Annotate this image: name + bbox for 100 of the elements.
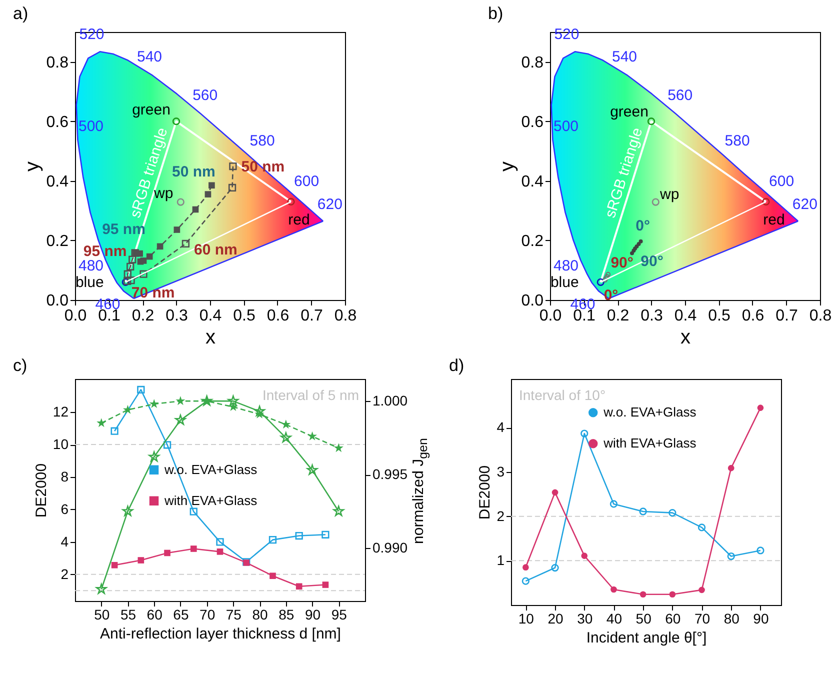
y-tick-label: 2: [60, 566, 69, 582]
x-tick-label: 0.7: [776, 308, 798, 324]
annotation: Interval of 10°: [519, 387, 606, 403]
y-tick-label: 0.2: [521, 232, 544, 250]
x-tick-label: 0.0: [539, 308, 562, 324]
y-tick-label: 3: [496, 464, 505, 480]
annotation: red: [288, 212, 310, 229]
y-tick-label: 8: [60, 468, 69, 485]
annotation: green: [610, 103, 648, 120]
y-tick-label: 10: [52, 436, 69, 452]
y-tick-label: 0.8: [46, 54, 69, 72]
x-tick-label: 60: [665, 610, 681, 626]
annotation: 540: [612, 48, 638, 66]
legend-label: with EVA+Glass: [164, 492, 258, 508]
x-tick-label: 75: [226, 606, 242, 622]
x-tick-label: 0.3: [640, 308, 663, 324]
x-tick-label: 50: [94, 606, 110, 622]
x-tick-label: 90: [304, 606, 321, 622]
annotation: 480: [553, 258, 579, 275]
annotation: 480: [78, 258, 104, 275]
x-axis-title: x: [206, 326, 216, 348]
annotation: 50 nm: [172, 163, 216, 180]
annotation: 600: [769, 172, 794, 190]
annotation: 580: [724, 132, 750, 150]
x-tick-label: 30: [577, 610, 593, 626]
y-tick-label: 0.2: [46, 232, 69, 250]
chart-title: d): [449, 356, 464, 375]
x-tick-label: 0.5: [708, 308, 730, 324]
y-axis-title: y: [496, 162, 518, 172]
y-tick-label: 0.8: [521, 54, 544, 72]
x-tick-label: 0.8: [334, 308, 357, 324]
annotation: red: [763, 212, 785, 229]
x-tick-label: 0.4: [199, 308, 222, 324]
annotation: 620: [317, 196, 342, 213]
x-tick-label: 0.2: [606, 308, 630, 324]
annotation: 500: [78, 118, 104, 136]
y-tick-label: 12: [52, 404, 69, 420]
annotation: 500: [553, 118, 579, 136]
x-axis-title: Incident angle θ[°]: [586, 630, 707, 646]
x-tick-label: 40: [606, 610, 622, 626]
y2-tick-label: 1.000: [372, 392, 408, 409]
annotation: 620: [792, 196, 818, 213]
x-tick-label: 0.4: [674, 308, 697, 324]
x-tick-label: 65: [173, 606, 189, 622]
x-tick-label: 70: [200, 606, 216, 622]
y-tick-label: 0.6: [521, 114, 544, 131]
y-tick-label: 0.0: [521, 292, 544, 310]
x-tick-label: 50: [636, 610, 652, 626]
y-tick-label: 0.4: [521, 173, 544, 190]
y2-tick-label: 0.990: [372, 540, 408, 556]
annotation: wp: [659, 186, 680, 204]
x-tick-label: 20: [548, 610, 564, 626]
x-tick-label: 0.2: [132, 308, 154, 324]
annotation: 60 nm: [194, 242, 238, 259]
annotation: Interval of 5 nm: [262, 387, 359, 403]
x-tick-label: 70: [694, 610, 710, 626]
x-axis-title: Anti-reflection layer thickness d [nm]: [100, 626, 341, 642]
x-tick-label: 90: [753, 610, 769, 626]
annotation: blue: [550, 274, 579, 292]
annotation: 0°: [604, 287, 618, 304]
chart-title: b): [488, 4, 504, 24]
x-tick-label: 0.8: [809, 308, 832, 324]
x-tick-label: 0.7: [300, 308, 323, 324]
legend-label: w.o. EVA+Glass: [602, 404, 697, 420]
y-tick-label: 0.0: [46, 292, 69, 310]
y2-tick-label: 0.995: [372, 466, 408, 482]
y-tick-label: 4: [496, 419, 505, 436]
annotation: 50 nm: [241, 158, 285, 176]
annotation: wp: [153, 185, 174, 202]
annotation: 560: [192, 87, 218, 104]
x-tick-label: 80: [252, 606, 268, 622]
chart-title: c): [13, 356, 28, 375]
x-axis-title: x: [680, 326, 690, 348]
y-tick-label: 4: [60, 533, 69, 550]
annotation: 560: [668, 87, 693, 104]
annotation: 90°: [640, 253, 664, 270]
y-axis-title: DE2000: [476, 465, 494, 520]
x-tick-label: 80: [724, 610, 740, 626]
y-tick-label: 1: [496, 552, 505, 568]
legend-label: with EVA+Glass: [602, 436, 697, 451]
annotation: 540: [136, 48, 162, 66]
x-tick-label: 0.3: [166, 308, 188, 324]
x-tick-label: 0.6: [742, 308, 764, 324]
y-tick-label: 0.6: [46, 114, 69, 131]
annotation: 580: [250, 132, 275, 150]
chart-title: a): [13, 4, 28, 24]
x-tick-label: 85: [278, 606, 294, 622]
x-tick-label: 55: [120, 606, 136, 622]
y-tick-label: 2: [496, 508, 505, 524]
annotation: green: [132, 101, 170, 118]
annotation: 95 nm: [83, 242, 127, 260]
y-axis-title: DE2000: [32, 463, 50, 518]
y-axis-title: y: [21, 162, 44, 172]
y-tick-label: 6: [60, 500, 69, 517]
x-tick-label: 0.5: [233, 308, 256, 324]
x-tick-label: 60: [146, 606, 163, 622]
y-tick-label: 0.4: [46, 173, 69, 190]
x-tick-label: 0.6: [266, 308, 290, 324]
annotation: 0°: [636, 217, 650, 234]
annotation: 90°: [610, 254, 634, 272]
